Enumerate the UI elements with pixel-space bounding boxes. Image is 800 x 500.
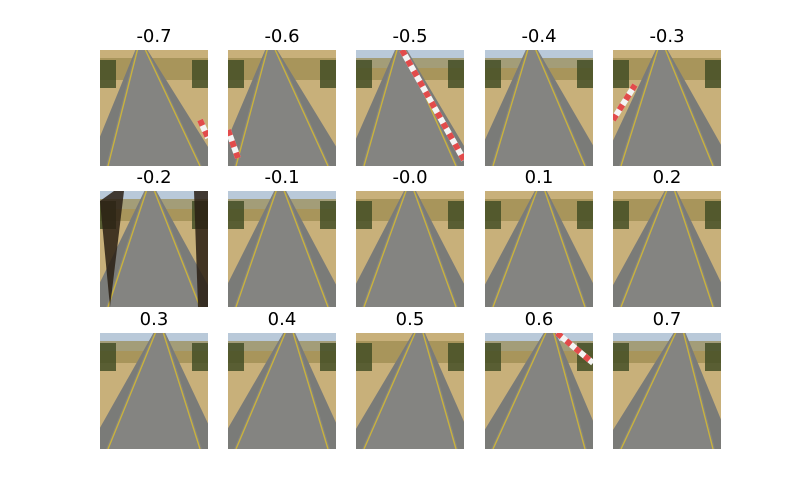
panel-title: -0.6 <box>264 26 300 47</box>
road-image <box>100 50 208 166</box>
panel: 0.2 <box>613 167 721 307</box>
panel-title: 0.1 <box>524 167 554 188</box>
road-image <box>613 191 721 307</box>
road-image <box>228 191 336 307</box>
panel: -0.7 <box>100 26 208 166</box>
panel: -0.3 <box>613 26 721 166</box>
panel-title: 0.7 <box>652 309 682 330</box>
panel-title: 0.3 <box>139 309 169 330</box>
road-image <box>485 333 593 449</box>
road-image <box>613 50 721 166</box>
road-image <box>100 333 208 449</box>
panel-title: 0.5 <box>395 309 425 330</box>
panel-title: -0.3 <box>649 26 685 47</box>
road-image <box>356 50 464 166</box>
panel: -0.1 <box>228 167 336 307</box>
panel-title: -0.7 <box>136 26 172 47</box>
panel: 0.7 <box>613 309 721 449</box>
road-image <box>485 50 593 166</box>
panel: -0.2 <box>100 167 208 307</box>
panel: 0.6 <box>485 309 593 449</box>
panel: 0.1 <box>485 167 593 307</box>
panel-title: 0.2 <box>652 167 682 188</box>
panel-title: -0.5 <box>392 26 428 47</box>
road-image <box>356 333 464 449</box>
panel: 0.3 <box>100 309 208 449</box>
panel: -0.6 <box>228 26 336 166</box>
panel: 0.5 <box>356 309 464 449</box>
road-image <box>485 191 593 307</box>
road-image <box>613 333 721 449</box>
panel-title: -0.4 <box>521 26 557 47</box>
panel-title: -0.2 <box>136 167 172 188</box>
panel-title: 0.4 <box>267 309 297 330</box>
road-image <box>356 191 464 307</box>
panel: 0.4 <box>228 309 336 449</box>
panel-title: 0.6 <box>524 309 554 330</box>
road-image <box>228 333 336 449</box>
panel-title: -0.1 <box>264 167 300 188</box>
panel: -0.4 <box>485 26 593 166</box>
panel: -0.0 <box>356 167 464 307</box>
panel: -0.5 <box>356 26 464 166</box>
panel-title: -0.0 <box>392 167 428 188</box>
road-image <box>228 50 336 166</box>
road-image <box>100 191 208 307</box>
